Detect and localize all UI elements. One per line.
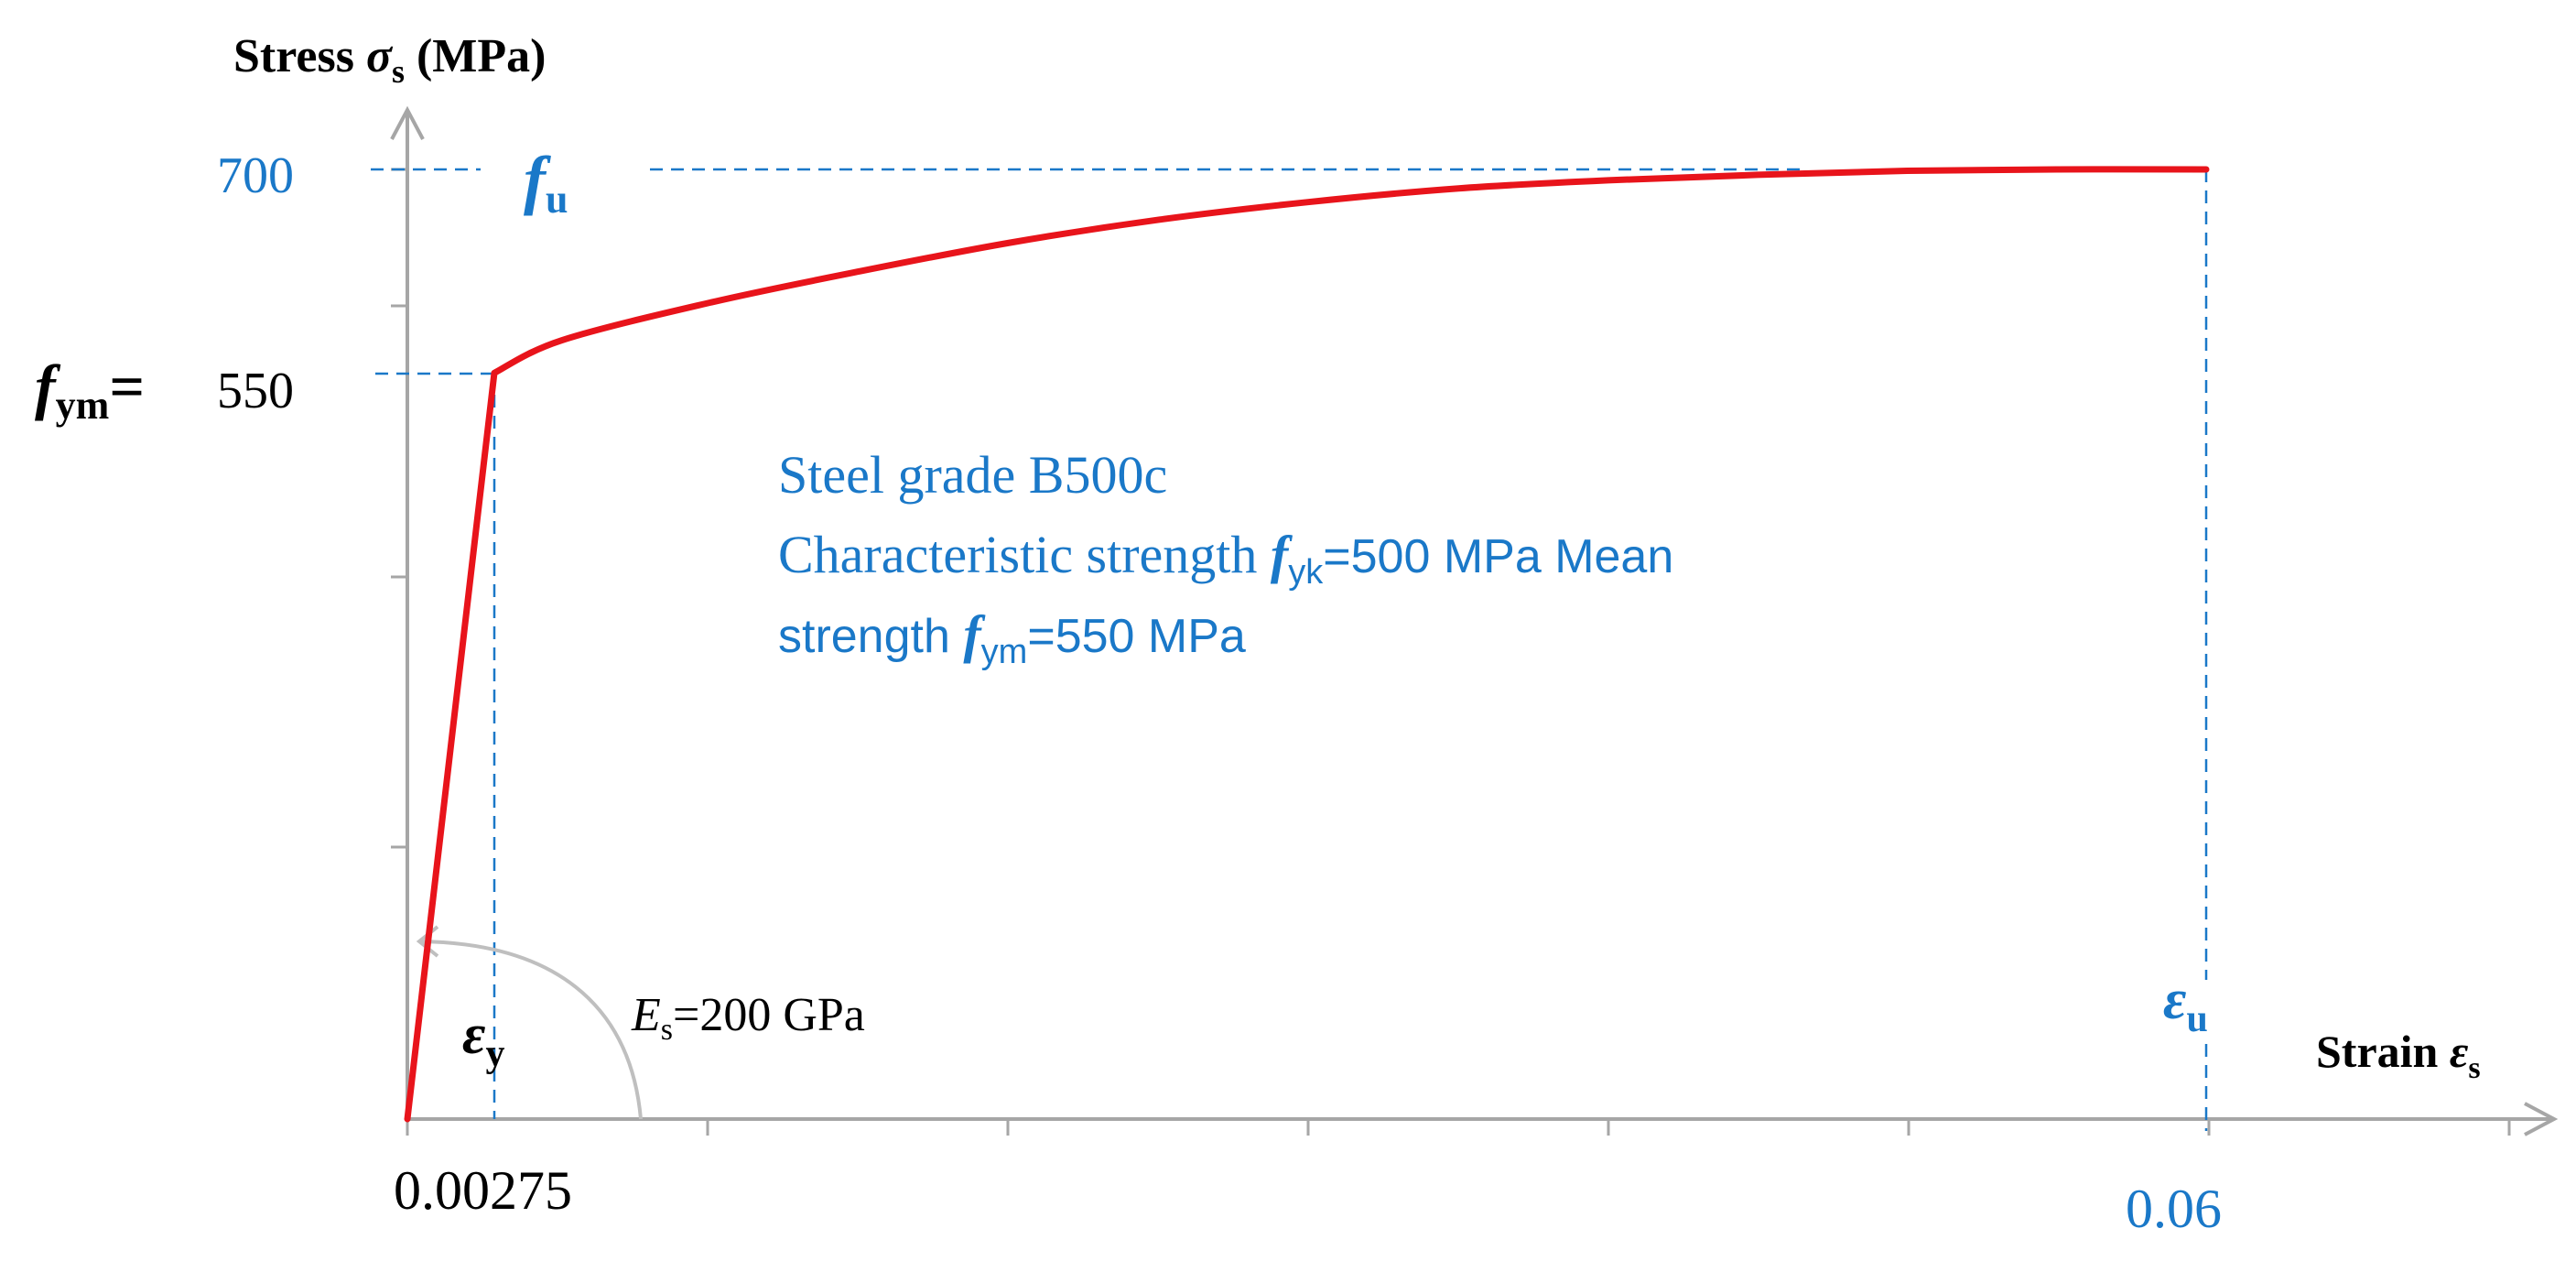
reference-lines <box>371 168 2208 1131</box>
y-axis-arrowhead <box>390 105 425 140</box>
annotation-line-3-sub: ym <box>981 633 1028 671</box>
stress-strain-curve <box>404 166 2210 1123</box>
y-axis-title-sub: s <box>392 53 405 90</box>
annotation-line-2-b: =500 MPa Mean <box>1323 530 1673 583</box>
x-axis-title-sub: s <box>2468 1051 2480 1085</box>
modulus-label-sub: s <box>661 1013 673 1047</box>
fym-label-eq: = <box>109 352 145 421</box>
annotation-line-2-a: Characteristic strength <box>778 525 1271 584</box>
x-tick-label-eu: 0.06 <box>2126 1179 2222 1239</box>
eu-label-eps: ε <box>2163 969 2186 1031</box>
y-tick-label-700: 700 <box>217 147 294 204</box>
eu-label: εu <box>2163 969 2208 1040</box>
y-axis-ticks <box>391 168 407 849</box>
ey-label-sub: y <box>485 1033 504 1075</box>
modulus-arc-path <box>418 940 643 1120</box>
modulus-arc <box>416 925 643 1120</box>
fu-label-sub: u <box>546 177 568 222</box>
y-tick-label-550: 550 <box>217 363 294 419</box>
fym-label: fym= <box>35 352 145 428</box>
fym-label-sub: ym <box>56 383 110 428</box>
ey-label: εy <box>462 1004 504 1075</box>
annotation-line-2-sub: yk <box>1288 553 1324 592</box>
annotation-line-1: Steel grade B500c <box>778 445 1167 505</box>
eu-label-sub: u <box>2186 998 2207 1040</box>
ey-label-eps: ε <box>462 1004 485 1066</box>
x-axis-arrowhead <box>2524 1102 2559 1136</box>
annotation-line-2: Characteristic strength fyk=500 MPa Mean <box>778 525 1673 592</box>
y-axis-title-symbol: σ <box>366 30 394 82</box>
modulus-label-e: E <box>631 989 661 1041</box>
y-axis-title: Stress σs (MPa) <box>233 30 546 90</box>
annotation-line-3-b: =550 MPa <box>1027 610 1246 663</box>
x-axis-title-main: Strain <box>2316 1026 2450 1077</box>
modulus-label-value: =200 GPa <box>673 989 865 1041</box>
axes <box>390 105 2559 1136</box>
x-axis-ticks <box>406 1119 2511 1136</box>
x-axis-title: Strain εs <box>2316 1026 2481 1085</box>
x-axis-title-symbol: ε <box>2450 1026 2469 1077</box>
modulus-label: Es=200 GPa <box>631 989 865 1047</box>
y-axis-title-main: Stress <box>233 30 366 82</box>
x-tick-label-ey: 0.00275 <box>394 1160 572 1221</box>
fu-label: fu <box>524 143 568 222</box>
y-axis-title-unit: (MPa) <box>405 30 546 82</box>
annotation-line-3-a: strength <box>778 610 963 663</box>
annotation-line-3: strength fym=550 MPa <box>778 604 1246 671</box>
